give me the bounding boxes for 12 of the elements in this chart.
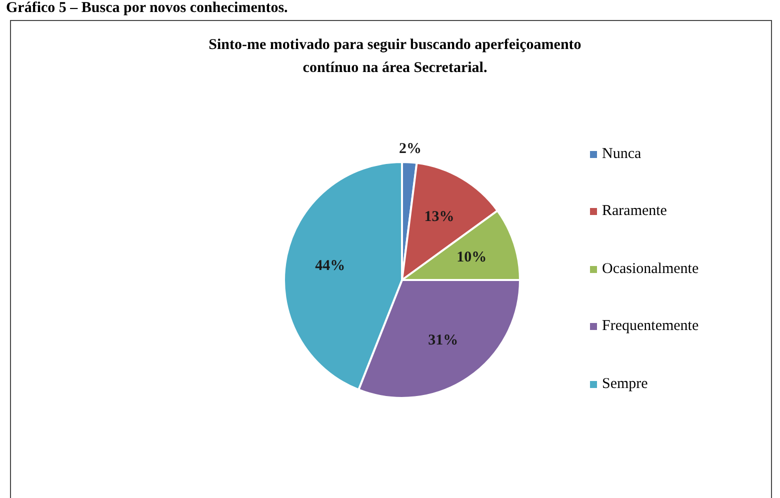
data-label: 2% (398, 141, 422, 158)
data-label: 10% (456, 249, 487, 266)
data-label: 31% (428, 332, 458, 348)
chart-title: Sinto-me motivado para seguir buscando aperfeiçoamento contínuo na área Secretarial. (208, 36, 582, 78)
data-label: 13% (424, 208, 454, 225)
legend-label: Nunca (602, 146, 642, 162)
legend-label: Frequentemente (602, 318, 699, 335)
text: Gráfico 5 – Busca por novos conhecimentos. (6, 0, 288, 17)
legend-label: Raramente (602, 203, 667, 220)
legend-label: Sempre (602, 376, 648, 392)
data-label: 44% (315, 258, 346, 274)
legend-label: Ocasionalmente (602, 260, 699, 278)
